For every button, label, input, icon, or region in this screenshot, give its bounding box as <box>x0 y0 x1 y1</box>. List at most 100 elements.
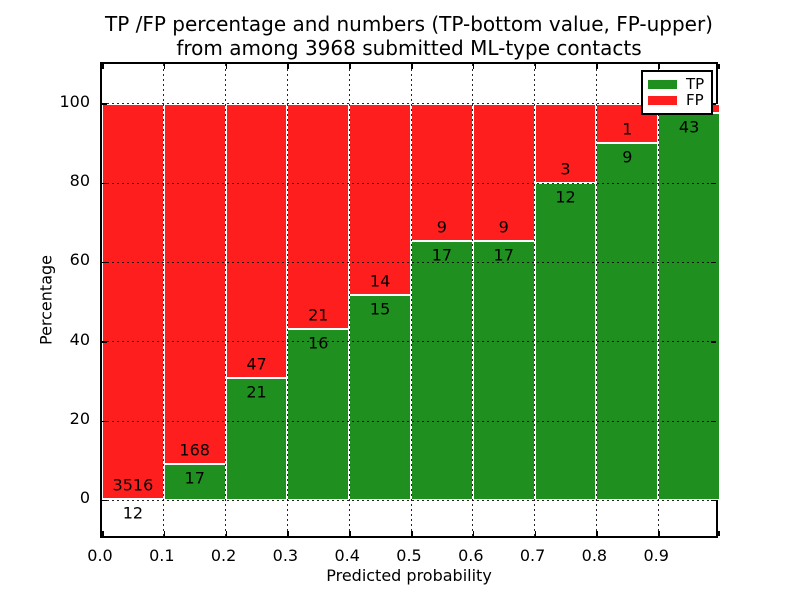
y-tick-mark <box>711 499 716 502</box>
gridline-horizontal <box>102 420 716 422</box>
y-tick-mark <box>102 499 107 502</box>
y-tick-mark <box>102 261 107 264</box>
x-tick-mark <box>596 531 598 536</box>
x-tick-mark <box>472 64 475 69</box>
y-tick-mark <box>102 182 107 184</box>
bar-annotation-fp: 9 <box>436 217 447 237</box>
gridline-horizontal <box>102 103 716 105</box>
gridline-vertical <box>657 64 659 536</box>
x-tick-mark <box>472 531 475 536</box>
x-tick-label: 0.5 <box>396 546 422 565</box>
bar-segment-fp <box>287 103 350 329</box>
y-tick-mark <box>102 103 107 105</box>
bar-annotation-tp: 17 <box>493 245 514 265</box>
bar-annotation-tp: 16 <box>308 333 329 353</box>
legend-row: FP <box>648 93 706 109</box>
gridline-vertical <box>534 64 536 536</box>
y-tick-mark <box>711 182 716 184</box>
gridline-horizontal <box>102 499 716 501</box>
x-tick-mark <box>225 64 228 69</box>
x-tick-mark <box>287 531 289 536</box>
bar-segment-fp <box>102 103 164 499</box>
bar-segment-tp <box>472 240 535 501</box>
x-tick-mark <box>658 531 660 536</box>
bar-segment-tp <box>287 328 350 501</box>
y-tick-mark <box>711 420 716 422</box>
x-tick-label: 0.7 <box>519 546 546 565</box>
x-tick-label: 0.0 <box>87 546 113 565</box>
bar-segment-fp <box>163 103 226 464</box>
x-tick-label: 0.1 <box>149 546 175 565</box>
x-tick-mark <box>102 64 104 69</box>
y-tick-label: 40 <box>69 329 90 349</box>
gridline-vertical <box>163 64 165 536</box>
gridline-horizontal <box>102 261 716 263</box>
y-tick-mark <box>102 341 107 343</box>
bar-annotation-tp: 43 <box>678 117 700 137</box>
y-tick-mark <box>711 261 716 264</box>
x-tick-mark <box>658 64 660 69</box>
bar-annotation-fp: 168 <box>179 440 210 460</box>
plot-area: TP FP 3516 12 168 17 47 21 21 16 14 15 9 17 9 17 3 12 1 9 4… <box>100 62 720 538</box>
x-tick-label: 0.6 <box>458 546 484 565</box>
y-tick-label: 0 <box>79 488 90 508</box>
x-tick-mark <box>718 531 720 536</box>
chart-title-line1: TP /FP percentage and numbers (TP-bottom… <box>105 12 713 36</box>
x-axis-label: Predicted probability <box>326 566 492 585</box>
gridline-horizontal <box>102 182 716 184</box>
bar-annotation-fp: 3 <box>560 159 571 179</box>
gridline-vertical <box>410 64 412 536</box>
x-tick-mark <box>163 64 166 69</box>
x-tick-mark <box>411 531 413 536</box>
x-tick-label: 0.4 <box>334 546 360 565</box>
legend-label-fp: FP <box>686 91 704 110</box>
y-tick-mark <box>102 420 107 422</box>
legend-swatch-tp <box>648 79 677 89</box>
y-tick-label: 100 <box>59 91 90 111</box>
y-tick-label: 60 <box>69 250 90 270</box>
gridline-vertical <box>286 64 288 536</box>
bar-annotation-tp: 15 <box>369 299 391 319</box>
gridline-horizontal <box>102 341 716 343</box>
bar-annotation-tp: 17 <box>184 468 205 488</box>
bar-annotation-fp: 47 <box>246 354 267 374</box>
x-tick-mark <box>287 64 289 69</box>
x-tick-mark <box>349 531 351 536</box>
bar-segment-tp <box>349 295 411 501</box>
gridline-vertical <box>595 64 597 536</box>
gridline-vertical <box>225 64 227 536</box>
bar-segment-fp <box>349 103 411 296</box>
x-tick-mark <box>534 531 537 536</box>
x-tick-label: 0.9 <box>643 546 669 565</box>
bar-segment-tp <box>596 143 659 501</box>
bar-annotation-fp: 9 <box>498 217 509 237</box>
bar-annotation-tp: 9 <box>622 147 633 167</box>
legend-label-tp: TP <box>686 74 705 93</box>
x-tick-mark <box>534 64 537 69</box>
bar-segment-tp <box>658 112 720 501</box>
legend: TP FP <box>641 70 713 115</box>
x-tick-mark <box>411 64 413 69</box>
gridline-vertical <box>348 64 350 536</box>
y-tick-label: 20 <box>69 409 90 428</box>
x-tick-mark <box>349 64 351 69</box>
bar-annotation-tp: 12 <box>122 503 144 523</box>
bar-annotation-fp: 14 <box>369 271 391 291</box>
bar-annotation-tp: 12 <box>555 187 576 207</box>
x-tick-mark <box>596 64 598 69</box>
legend-swatch-fp <box>648 96 677 106</box>
chart-title: TP /FP percentage and numbers (TP-bottom… <box>100 12 718 60</box>
bar-annotation-tp: 17 <box>431 245 453 265</box>
gridline-vertical <box>472 64 474 536</box>
y-tick-mark <box>711 103 716 105</box>
x-tick-mark <box>718 64 720 69</box>
x-tick-label: 0.2 <box>210 546 237 565</box>
x-tick-mark <box>225 531 228 536</box>
bar-annotation-tp: 21 <box>246 382 267 402</box>
legend-row: TP <box>648 76 706 92</box>
x-tick-label: 0.3 <box>272 546 299 565</box>
x-tick-mark <box>163 531 166 536</box>
bar-segment-tp <box>411 240 473 501</box>
x-tick-label: 0.8 <box>581 546 608 565</box>
